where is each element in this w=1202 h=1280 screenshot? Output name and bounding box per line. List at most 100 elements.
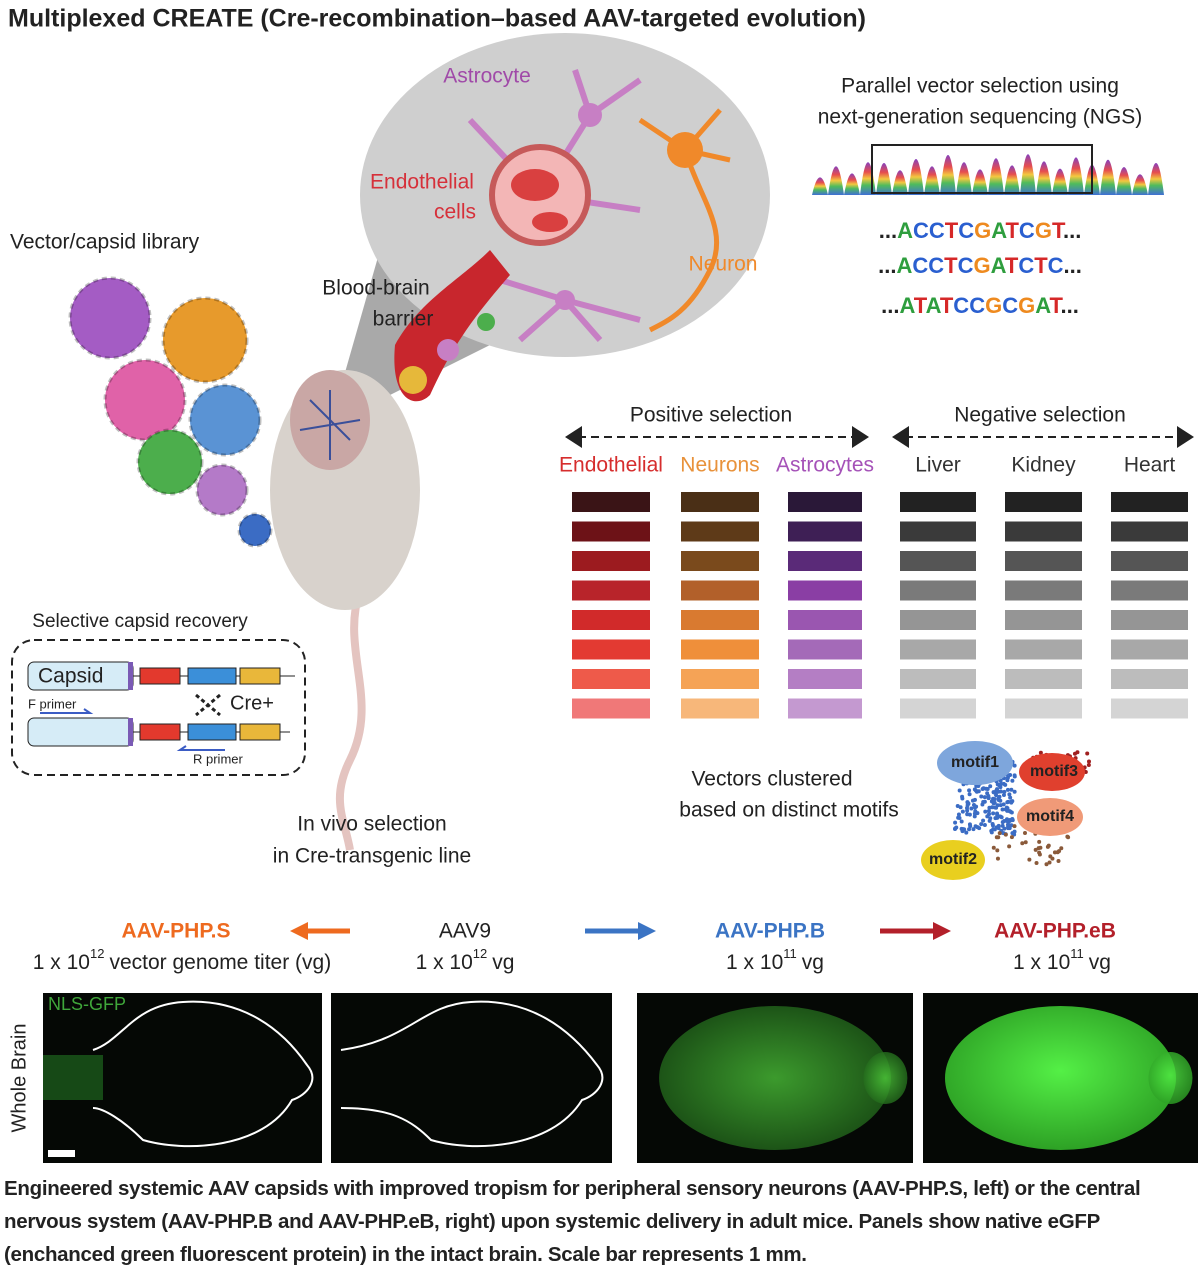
- base: .: [879, 218, 885, 243]
- caption: Engineered systemic AAV capsids with imp…: [4, 1177, 1141, 1266]
- brain-signal: [863, 1052, 908, 1104]
- dot: [1005, 787, 1010, 792]
- panel: [331, 993, 612, 1163]
- selection-bar: [1111, 639, 1188, 660]
- base: .: [890, 253, 896, 278]
- selection-bar: [788, 610, 862, 630]
- base: T: [944, 253, 958, 278]
- motif-ellipse: [937, 741, 1013, 785]
- dot: [997, 831, 1002, 836]
- capsid: [195, 463, 249, 517]
- selection-bar: [788, 551, 862, 571]
- dot: [1050, 856, 1055, 861]
- sequence: ...ACCTCGATCGT...: [879, 218, 1082, 243]
- r-primer-arrow: [176, 745, 225, 751]
- dot: [1034, 861, 1039, 866]
- base: C: [958, 218, 974, 243]
- base: .: [891, 218, 897, 243]
- dot: [960, 794, 965, 799]
- dot: [957, 788, 962, 793]
- selection-bar: [900, 610, 976, 630]
- dose-exp: 12: [473, 946, 487, 961]
- figure: Multiplexed CREATE (Cre-recombination–ba…: [8, 5, 1198, 1163]
- base: A: [991, 218, 1007, 243]
- variants: AAV-PHP.S1 x 1012 vector genome titer (vg…: [33, 920, 1116, 974]
- dot: [998, 814, 1003, 819]
- dot: [995, 813, 1000, 818]
- marker: [128, 662, 133, 690]
- selection-bar: [681, 639, 759, 660]
- base: .: [1064, 253, 1070, 278]
- cluster-label: Vectors clustered: [691, 768, 852, 791]
- arrow-heads: [565, 426, 1194, 448]
- endothelial-label: Endothelial: [370, 171, 474, 194]
- dot: [982, 795, 987, 800]
- capsid-in-vessel: [437, 339, 459, 361]
- peak: [1020, 154, 1036, 195]
- dot: [1012, 773, 1017, 778]
- dot: [1003, 832, 1008, 837]
- base: T: [1005, 218, 1019, 243]
- dot: [1000, 820, 1005, 825]
- capsid-in-vessel: [399, 366, 427, 394]
- base: G: [974, 218, 991, 243]
- dot: [987, 805, 992, 810]
- base: C: [929, 218, 945, 243]
- peak: [956, 162, 972, 195]
- dose-base: 1 x 10: [1013, 951, 1070, 974]
- dot: [977, 826, 982, 831]
- dot: [1056, 858, 1061, 863]
- lox: [239, 667, 281, 685]
- bbb-label: Blood-brain: [322, 277, 429, 300]
- dot: [979, 794, 984, 799]
- selection-bar: [681, 551, 759, 571]
- dose: 1 x 1012 vg: [416, 946, 515, 973]
- dot: [995, 803, 1000, 808]
- selection-bar: [900, 551, 976, 571]
- dot: [995, 815, 1000, 820]
- brain-outline: [92, 1000, 314, 1148]
- selection-bar: [900, 639, 976, 660]
- base: C: [1048, 253, 1064, 278]
- dot: [1001, 802, 1006, 807]
- red-cell: [511, 169, 559, 201]
- dot: [1009, 823, 1014, 828]
- capsid: [161, 296, 249, 384]
- column-label: Astrocytes: [776, 454, 874, 477]
- dot: [1009, 810, 1014, 815]
- dot: [960, 809, 965, 814]
- dot: [973, 824, 978, 829]
- selection-bar: [572, 580, 650, 601]
- dot: [981, 818, 986, 823]
- sequence: ...ATATCCGCGAT...: [881, 293, 1079, 318]
- selection-bar: [681, 669, 759, 689]
- brain-signal: [1148, 1052, 1193, 1104]
- column-label: Kidney: [1011, 454, 1076, 477]
- dot: [985, 791, 990, 796]
- dot: [954, 825, 959, 830]
- base: .: [1067, 293, 1073, 318]
- astrocyte: [578, 103, 602, 127]
- dot: [1005, 806, 1010, 811]
- base: C: [928, 253, 944, 278]
- dose-exp: 11: [783, 946, 797, 961]
- peak: [844, 173, 860, 195]
- dot: [1007, 792, 1012, 797]
- dot: [1066, 835, 1071, 840]
- column-label: Liver: [915, 454, 961, 477]
- motif-ellipse: [921, 840, 985, 880]
- nerve-signal: [43, 1055, 103, 1100]
- selection-bar: [572, 639, 650, 660]
- selection-bar: [1005, 492, 1082, 512]
- dot: [1086, 762, 1091, 767]
- base: .: [1060, 293, 1066, 318]
- dot: [995, 787, 1000, 792]
- dot: [989, 799, 994, 804]
- dot: [988, 784, 993, 789]
- base: A: [1035, 293, 1051, 318]
- dot: [1007, 844, 1012, 849]
- dose-base: 1 x 10: [726, 951, 783, 974]
- ngs-title: next-generation sequencing (NGS): [818, 106, 1143, 129]
- dot: [1046, 843, 1051, 848]
- dot: [1002, 826, 1007, 831]
